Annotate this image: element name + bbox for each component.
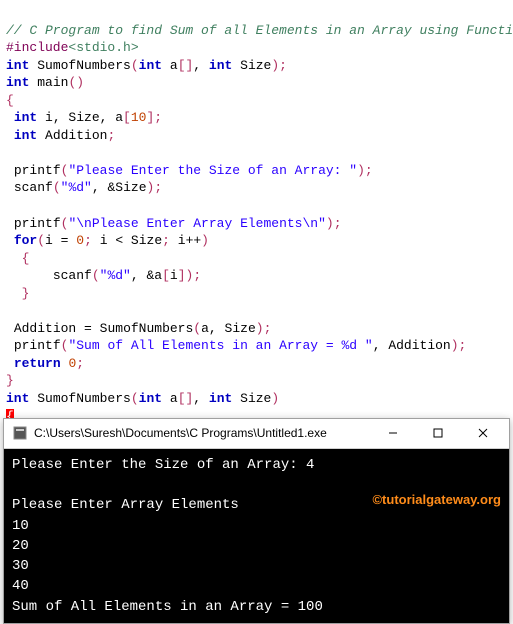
comment-line: // C Program to find Sum of all Elements… bbox=[6, 23, 513, 38]
console-line: Please Enter Array Elements bbox=[12, 497, 239, 513]
console-line: 30 bbox=[12, 558, 29, 574]
maximize-button[interactable] bbox=[415, 419, 460, 447]
watermark: ©tutorialgateway.org bbox=[372, 491, 501, 510]
console-line: 10 bbox=[12, 518, 29, 534]
app-icon bbox=[12, 425, 28, 441]
console-line: 40 bbox=[12, 578, 29, 594]
console-window: C:\Users\Suresh\Documents\C Programs\Unt… bbox=[3, 418, 510, 624]
window-title: C:\Users\Suresh\Documents\C Programs\Unt… bbox=[34, 426, 370, 440]
console-line: 20 bbox=[12, 538, 29, 554]
close-button[interactable] bbox=[460, 419, 505, 447]
window-controls bbox=[370, 419, 505, 447]
titlebar[interactable]: C:\Users\Suresh\Documents\C Programs\Unt… bbox=[4, 419, 509, 449]
console-line: Please Enter the Size of an Array: 4 bbox=[12, 457, 314, 473]
include-path: <stdio.h> bbox=[68, 40, 138, 55]
console-output: Please Enter the Size of an Array: 4 Ple… bbox=[4, 449, 509, 623]
minimize-button[interactable] bbox=[370, 419, 415, 447]
console-line: Sum of All Elements in an Array = 100 bbox=[12, 599, 323, 615]
preprocessor: #include bbox=[6, 40, 68, 55]
